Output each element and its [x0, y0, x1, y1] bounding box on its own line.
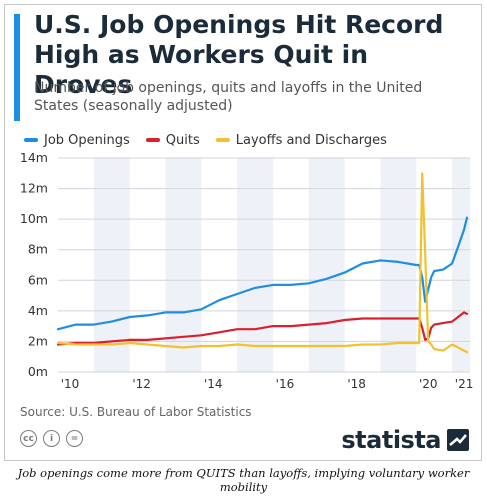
legend-item-job-openings: Job Openings [24, 133, 130, 148]
statista-mark-icon [447, 429, 469, 451]
creative-commons-icon: cc [20, 430, 37, 447]
title-accent-bar [14, 14, 20, 121]
no-derivatives-icon: = [66, 430, 83, 447]
chart-subtitle: Number of job openings, quits and layoff… [34, 80, 423, 114]
line-chart: 0m 2m 4m 6m 8m 10m 12m 14m '10 '12 '14 '16 '18 '20 '21 [20, 150, 474, 391]
x-tick-label: '12 [132, 377, 151, 391]
y-tick-label: 8m [28, 242, 48, 257]
quits-line [56, 311, 469, 346]
legend-swatch-layoffs [215, 138, 230, 142]
legend-label-job-openings: Job Openings [44, 132, 130, 148]
chart-legend: Job Openings Quits Layoffs and Discharge… [24, 130, 403, 150]
legend-item-layoffs: Layoffs and Discharges [215, 132, 387, 148]
x-tick-label: '20 [419, 377, 438, 391]
year-band [165, 158, 202, 372]
x-tick-label: '21 [455, 377, 474, 391]
chart-title: U.S. Job Openings Hit Record High as Wor… [34, 10, 444, 99]
layoffs-line [56, 172, 469, 354]
legend-swatch-quits [145, 138, 160, 142]
figure-caption: Job openings come more from QUITS than l… [17, 466, 470, 494]
source-note: Source: U.S. Bureau of Labor Statistics [20, 405, 252, 419]
brand-name: statista [341, 426, 441, 454]
x-tick-label: '18 [347, 377, 366, 391]
y-tick-label: 10m [20, 211, 48, 226]
y-tick-label: 12m [20, 181, 48, 196]
x-tick-label: '16 [276, 377, 295, 391]
y-tick-label: 6m [28, 272, 48, 287]
attribution-icon: i [43, 430, 60, 447]
legend-label-layoffs: Layoffs and Discharges [235, 132, 387, 148]
year-band [237, 158, 273, 372]
job-openings-line [56, 216, 469, 331]
year-band [93, 158, 130, 372]
license-icons: cc i = [20, 430, 89, 447]
y-tick-label: 0m [28, 364, 48, 379]
x-tick-label: '14 [204, 377, 223, 391]
year-band [308, 158, 345, 372]
y-tick-label: 14m [20, 150, 48, 165]
statista-logo: statista [341, 426, 469, 454]
x-tick-label: '10 [61, 377, 80, 391]
legend-item-quits: Quits [145, 132, 200, 148]
legend-label-quits: Quits [165, 132, 200, 148]
legend-swatch-job-openings [24, 138, 38, 142]
y-tick-label: 4m [28, 303, 48, 318]
year-band [452, 158, 470, 372]
y-tick-label: 2m [28, 333, 48, 348]
